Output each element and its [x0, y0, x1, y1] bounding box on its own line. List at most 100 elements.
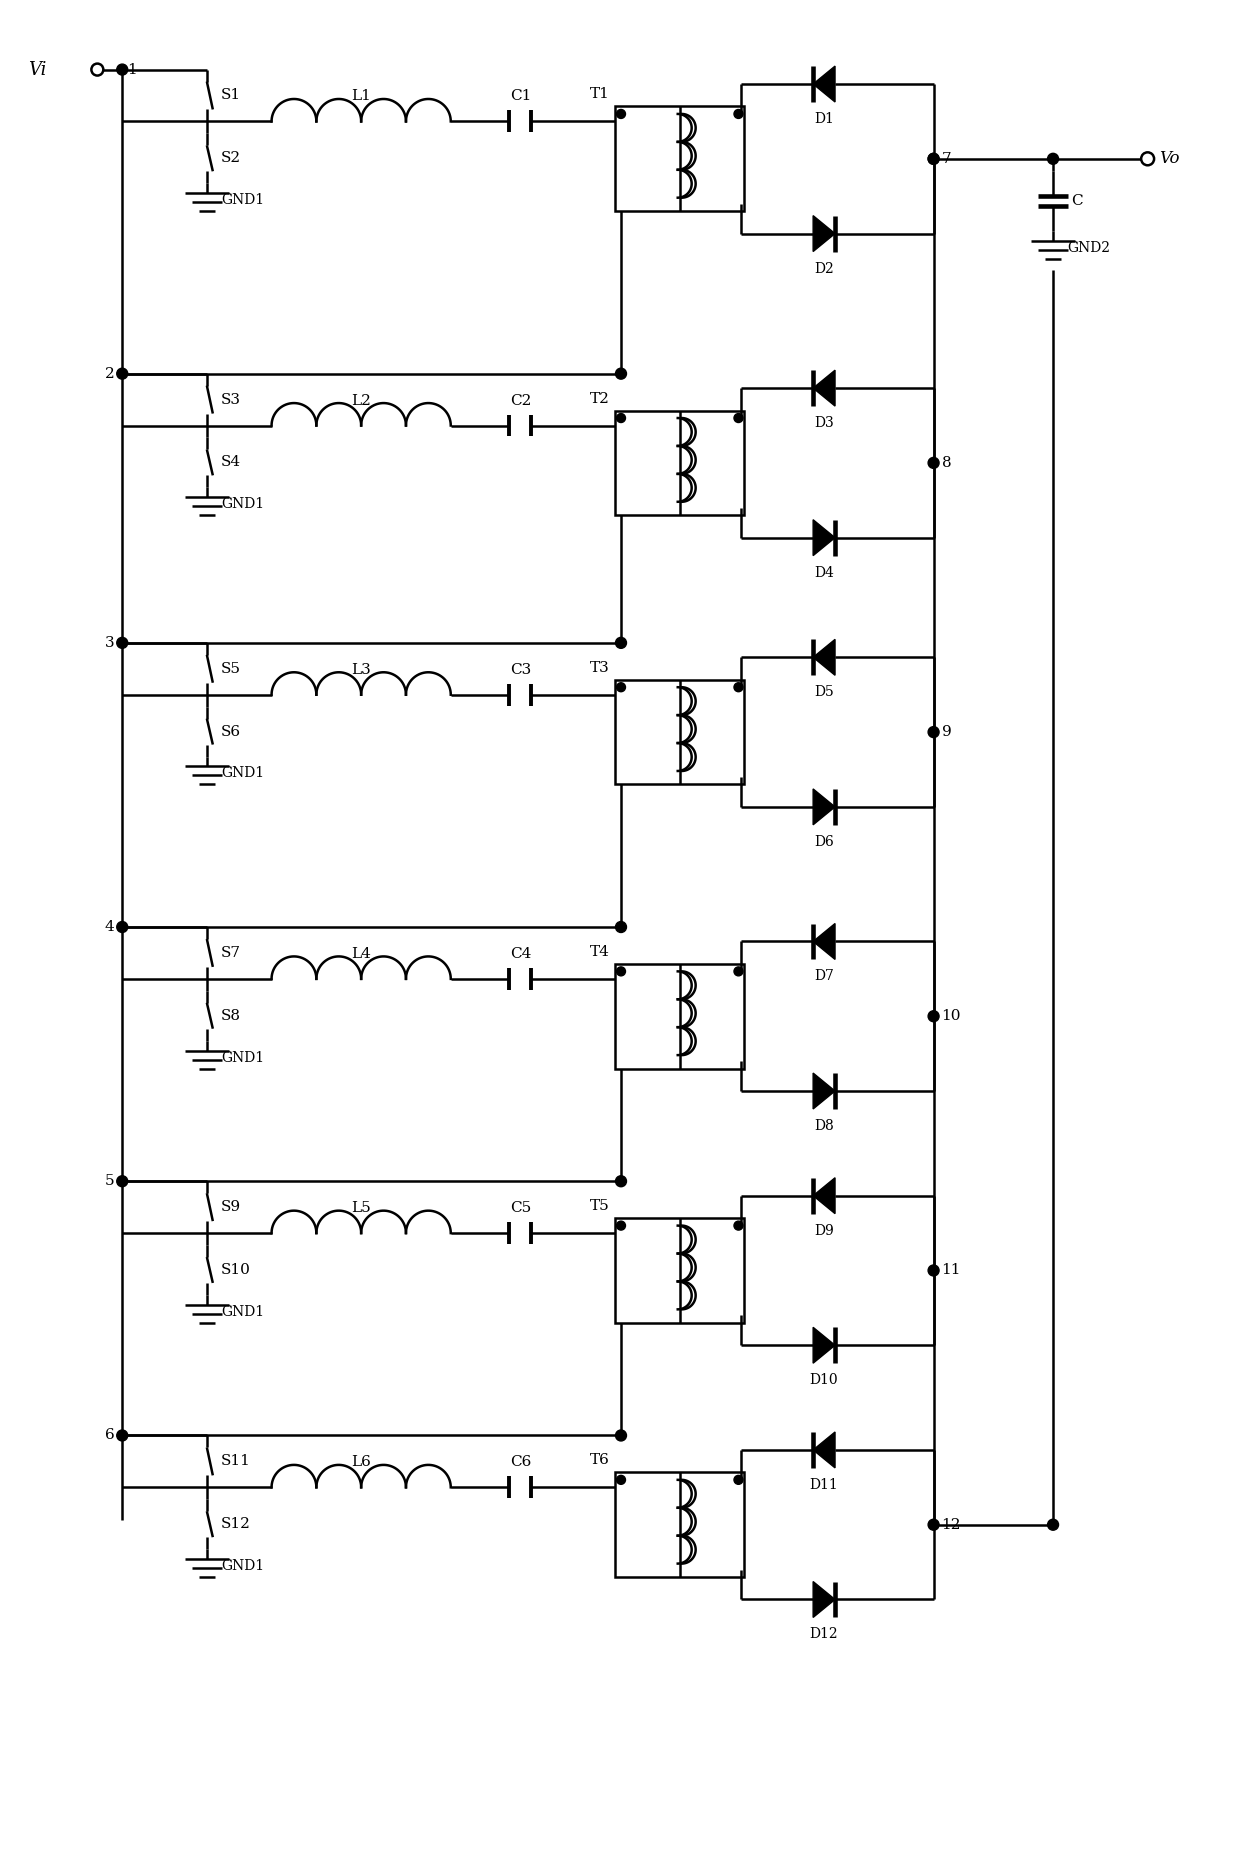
Circle shape — [117, 921, 128, 932]
Text: T4: T4 — [590, 945, 610, 958]
Circle shape — [616, 414, 625, 423]
Polygon shape — [813, 1177, 835, 1214]
Text: 1: 1 — [128, 63, 136, 76]
Circle shape — [615, 637, 626, 648]
Text: D9: D9 — [815, 1224, 835, 1237]
Polygon shape — [813, 215, 835, 251]
Text: GND1: GND1 — [221, 193, 264, 208]
Text: D6: D6 — [815, 836, 835, 849]
Text: C2: C2 — [510, 394, 531, 407]
Circle shape — [616, 1474, 625, 1484]
Text: C6: C6 — [510, 1456, 531, 1469]
Text: T2: T2 — [590, 392, 610, 405]
Text: T1: T1 — [590, 87, 610, 102]
Text: 5: 5 — [104, 1174, 114, 1188]
Polygon shape — [813, 1582, 835, 1617]
Text: S5: S5 — [221, 661, 241, 676]
Bar — [615, 1218, 744, 1322]
Text: D4: D4 — [815, 566, 835, 579]
Polygon shape — [813, 789, 835, 825]
Text: Vi: Vi — [27, 61, 46, 78]
Text: C: C — [1071, 193, 1083, 208]
Text: 9: 9 — [941, 724, 951, 739]
Polygon shape — [813, 1328, 835, 1363]
Text: D3: D3 — [815, 416, 835, 431]
Polygon shape — [813, 67, 835, 102]
Circle shape — [1048, 154, 1059, 163]
Text: GND1: GND1 — [221, 767, 264, 780]
Circle shape — [615, 1175, 626, 1187]
Text: L2: L2 — [351, 394, 371, 407]
Circle shape — [117, 1175, 128, 1187]
Circle shape — [734, 1474, 743, 1484]
Circle shape — [615, 368, 626, 379]
Text: 4: 4 — [104, 919, 114, 934]
Circle shape — [928, 154, 939, 163]
Text: D5: D5 — [815, 685, 835, 700]
Text: L3: L3 — [351, 663, 371, 676]
Text: S10: S10 — [221, 1263, 250, 1278]
Polygon shape — [813, 639, 835, 676]
Text: 6: 6 — [104, 1428, 114, 1443]
Circle shape — [615, 921, 626, 932]
Text: D1: D1 — [815, 111, 835, 126]
Polygon shape — [813, 1432, 835, 1467]
Text: 12: 12 — [941, 1517, 961, 1532]
Text: S2: S2 — [221, 150, 241, 165]
Bar — [615, 680, 744, 784]
Circle shape — [928, 1265, 939, 1276]
Text: C4: C4 — [510, 947, 531, 960]
Text: C5: C5 — [510, 1201, 531, 1214]
Circle shape — [616, 1222, 625, 1229]
Polygon shape — [813, 370, 835, 407]
Text: S8: S8 — [221, 1008, 241, 1023]
Circle shape — [928, 457, 939, 468]
Text: GND1: GND1 — [221, 1305, 264, 1318]
Circle shape — [734, 967, 743, 977]
Text: S11: S11 — [221, 1454, 250, 1469]
Bar — [615, 1473, 744, 1577]
Text: 10: 10 — [941, 1008, 961, 1023]
Text: S6: S6 — [221, 724, 241, 739]
Text: GND2: GND2 — [1066, 241, 1110, 254]
Text: T5: T5 — [590, 1200, 610, 1213]
Circle shape — [928, 726, 939, 737]
Circle shape — [734, 1222, 743, 1229]
Circle shape — [1048, 1519, 1059, 1530]
Circle shape — [117, 1430, 128, 1441]
Polygon shape — [813, 520, 835, 555]
Text: S1: S1 — [221, 89, 241, 102]
Text: GND1: GND1 — [221, 1051, 264, 1064]
Text: T3: T3 — [590, 661, 610, 674]
Bar — [615, 410, 744, 514]
Text: S4: S4 — [221, 455, 241, 470]
Circle shape — [616, 967, 625, 977]
Text: 3: 3 — [104, 635, 114, 650]
Text: 11: 11 — [941, 1263, 961, 1278]
Circle shape — [928, 1519, 939, 1530]
Circle shape — [928, 154, 939, 163]
Polygon shape — [813, 1073, 835, 1109]
Bar — [615, 964, 744, 1068]
Circle shape — [616, 110, 625, 119]
Text: D11: D11 — [810, 1478, 838, 1491]
Text: D12: D12 — [810, 1627, 838, 1642]
Circle shape — [117, 65, 128, 74]
Circle shape — [734, 110, 743, 119]
Text: GND1: GND1 — [221, 1560, 264, 1573]
Text: S9: S9 — [221, 1200, 241, 1214]
Text: D10: D10 — [810, 1372, 838, 1387]
Text: 8: 8 — [941, 457, 951, 470]
Text: D8: D8 — [815, 1120, 835, 1133]
Text: L5: L5 — [351, 1201, 371, 1214]
Circle shape — [734, 414, 743, 423]
Circle shape — [117, 637, 128, 648]
Text: S12: S12 — [221, 1517, 250, 1532]
Text: Vo: Vo — [1159, 150, 1180, 167]
Text: L1: L1 — [351, 89, 371, 104]
Text: L6: L6 — [351, 1456, 371, 1469]
Text: C3: C3 — [510, 663, 531, 676]
Text: 7: 7 — [941, 152, 951, 165]
Text: C1: C1 — [510, 89, 531, 104]
Text: L4: L4 — [351, 947, 371, 960]
